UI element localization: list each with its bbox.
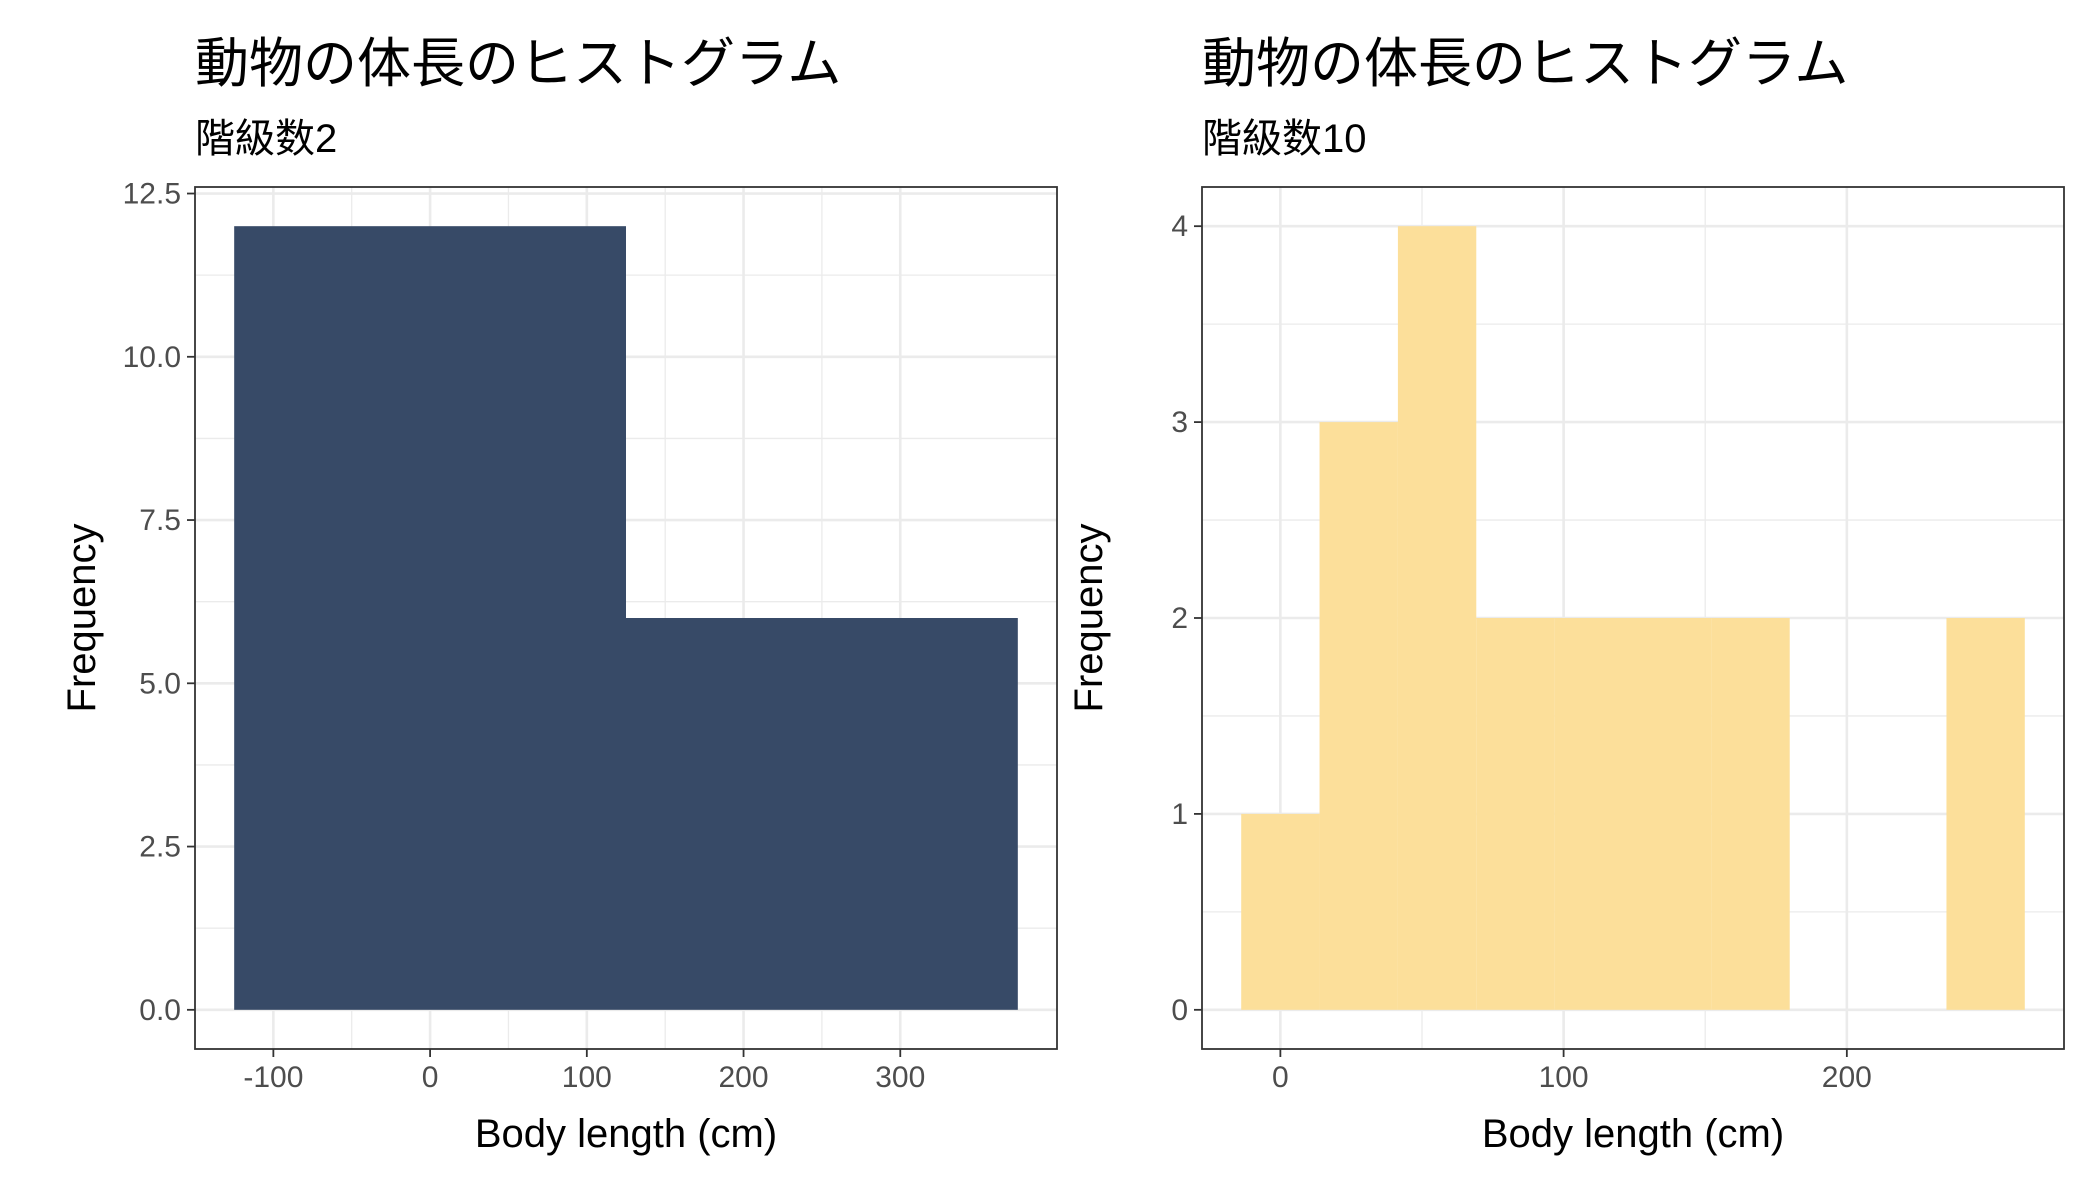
histogram-bar bbox=[1711, 618, 1790, 1010]
x-tick-label: -100 bbox=[243, 1061, 303, 1094]
histogram-bar bbox=[1319, 422, 1398, 1010]
y-tick-label: 3 bbox=[1171, 406, 1188, 439]
y-axis-title: Frequency bbox=[60, 524, 104, 713]
y-tick-label: 0 bbox=[1171, 994, 1188, 1027]
x-tick-label: 300 bbox=[875, 1061, 925, 1094]
x-tick-label: 200 bbox=[719, 1061, 769, 1094]
y-tick-label: 7.5 bbox=[139, 504, 181, 537]
y-tick-label: 1 bbox=[1171, 798, 1188, 831]
x-tick-label: 0 bbox=[422, 1061, 439, 1094]
x-axis-title: Body length (cm) bbox=[475, 1112, 777, 1156]
histogram-bar bbox=[1397, 226, 1477, 1010]
y-tick-label: 4 bbox=[1171, 210, 1188, 243]
chart-title: 動物の体長のヒストグラム bbox=[195, 34, 841, 94]
histogram-bar bbox=[1633, 618, 1712, 1010]
panel-border bbox=[194, 186, 1058, 1050]
y-tick-label: 12.5 bbox=[123, 178, 181, 211]
y-tick-label: 2 bbox=[1171, 602, 1188, 635]
y-tick-label: 0.0 bbox=[139, 994, 181, 1027]
histogram-bar bbox=[1241, 813, 1320, 1010]
chart-subtitle: 階級数2 bbox=[195, 117, 337, 161]
chart-title: 動物の体長のヒストグラム bbox=[1202, 34, 1848, 94]
x-tick-label: 0 bbox=[1272, 1061, 1289, 1094]
x-tick-label: 100 bbox=[562, 1061, 612, 1094]
x-tick-label: 100 bbox=[1539, 1061, 1589, 1094]
y-tick-label: 10.0 bbox=[123, 341, 181, 374]
chart-subtitle: 階級数10 bbox=[1202, 117, 1367, 161]
y-tick-label: 2.5 bbox=[139, 831, 181, 864]
histogram-bar bbox=[1554, 618, 1633, 1010]
x-tick-label: 200 bbox=[1822, 1061, 1872, 1094]
y-tick-label: 5.0 bbox=[139, 667, 181, 700]
histogram-bar bbox=[626, 618, 1018, 1010]
x-axis-title: Body length (cm) bbox=[1482, 1112, 1784, 1156]
histogram-bar bbox=[1946, 618, 2025, 1010]
y-axis-title: Frequency bbox=[1067, 524, 1111, 713]
histogram-bar bbox=[234, 226, 626, 1010]
histogram-bar bbox=[1476, 618, 1555, 1010]
